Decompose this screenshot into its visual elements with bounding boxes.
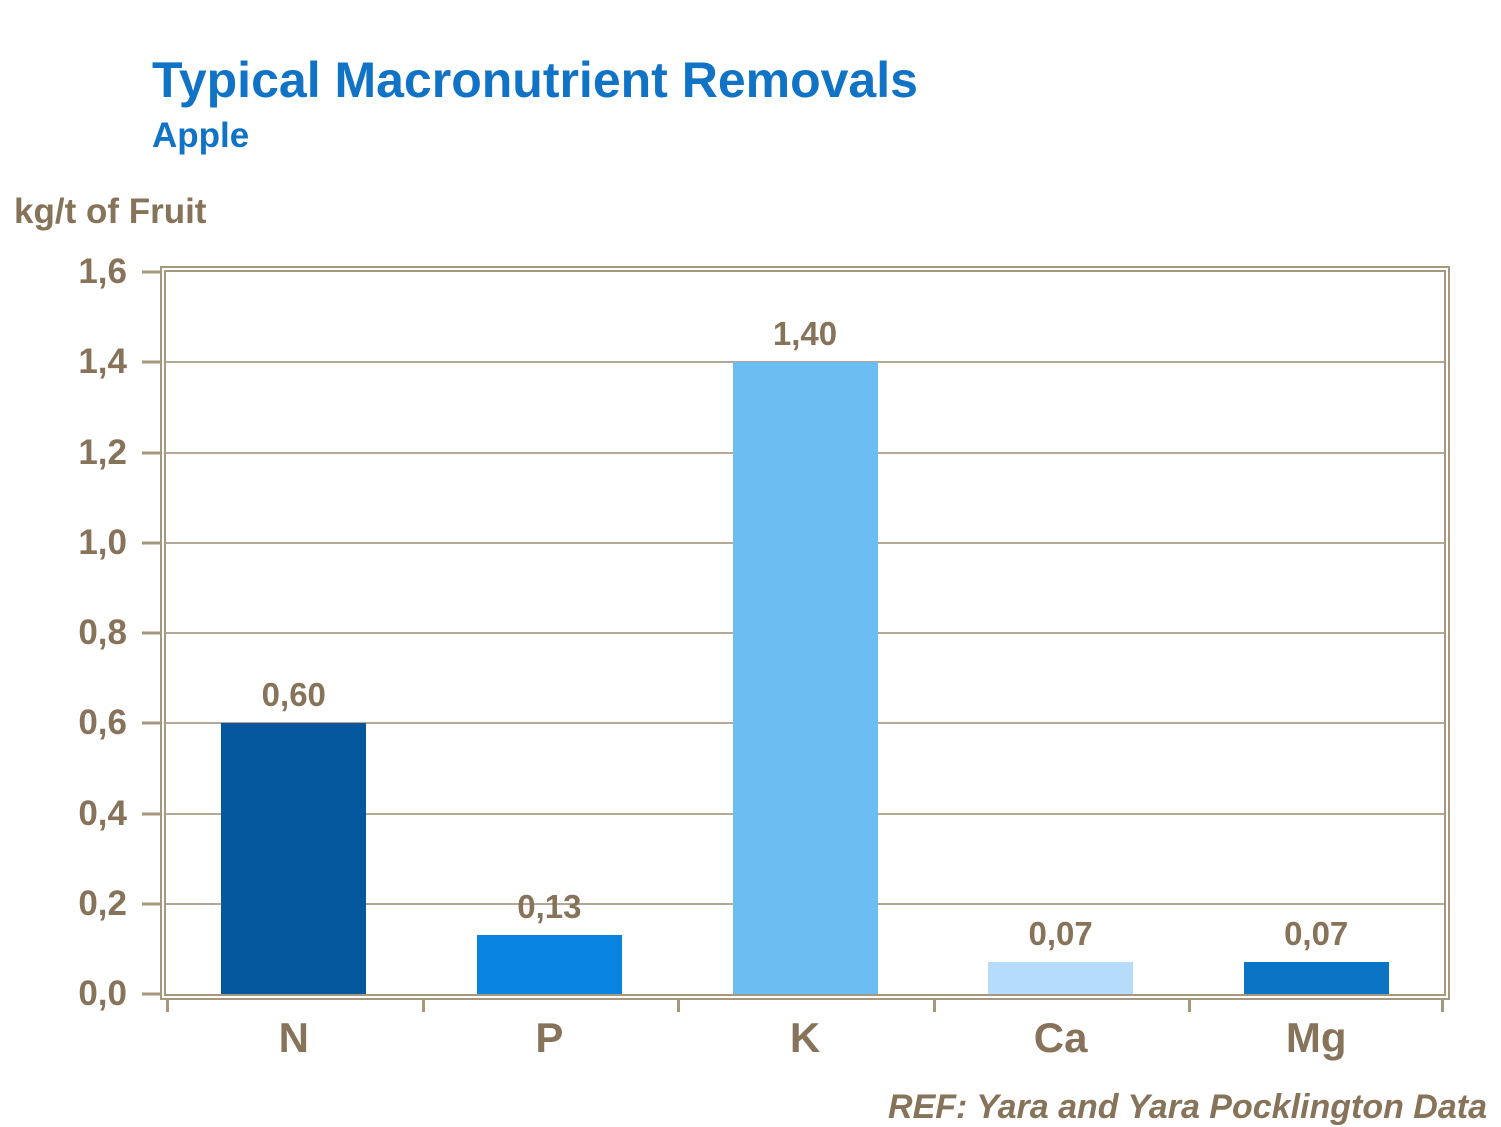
- y-tick-mark: [142, 992, 160, 996]
- y-tick-label: 0,0: [78, 974, 127, 1013]
- bar-value-label: 0,60: [261, 676, 326, 714]
- y-tick-mark: [142, 360, 160, 364]
- x-tick-mark: [421, 999, 425, 1012]
- y-axis-title: kg/t of Fruit: [14, 192, 207, 231]
- bar-Ca: [988, 962, 1134, 994]
- x-tick-mark: [166, 999, 169, 1012]
- y-tick-label: 1,2: [78, 432, 127, 472]
- page-title: Typical Macronutrient Removals: [152, 52, 918, 108]
- plot-area: 0,60 0,13 1,40 0,07 0,07: [160, 266, 1450, 1000]
- page-subtitle: Apple: [152, 116, 250, 155]
- x-tick-mark: [932, 999, 936, 1012]
- bar-N: [221, 723, 367, 994]
- x-category-label-Ca: Ca: [1033, 1014, 1088, 1061]
- title-block: Typical Macronutrient Removals Apple: [152, 52, 918, 156]
- bar-K: [732, 362, 878, 994]
- x-category-label-N: N: [278, 1014, 309, 1061]
- x-tick-mark: [1188, 999, 1192, 1012]
- y-tick-label: 0,8: [78, 613, 127, 652]
- bar-value-label: 0,07: [1028, 915, 1093, 953]
- y-tick-label: 0,2: [78, 883, 127, 923]
- y-tick-label: 1,4: [78, 342, 127, 382]
- x-category-label-P: P: [535, 1014, 564, 1061]
- y-tick-mark: [142, 812, 160, 815]
- x-category-label-Mg: Mg: [1285, 1014, 1347, 1061]
- x-tick-mark: [677, 999, 681, 1012]
- x-category-label-K: K: [789, 1014, 821, 1061]
- y-tick-mark: [142, 541, 160, 545]
- y-tick-label: 0,6: [78, 703, 127, 743]
- y-tick-label: 1,0: [78, 522, 127, 562]
- y-tick-mark: [142, 451, 160, 454]
- bar-value-label: 1,40: [772, 315, 838, 353]
- y-tick-label: 1,6: [78, 252, 127, 291]
- y-tick-mark: [142, 270, 160, 274]
- reference-note: REF: Yara and Yara Pocklington Data: [888, 1088, 1487, 1126]
- bar-value-label: 0,07: [1284, 915, 1349, 953]
- y-tick-mark: [142, 721, 160, 725]
- x-tick-mark: [1441, 999, 1444, 1012]
- bar-value-label: 0,13: [517, 888, 582, 926]
- y-tick-mark: [142, 631, 160, 635]
- y-tick-label: 0,4: [78, 793, 127, 833]
- bar-P: [476, 935, 622, 994]
- bar-Mg: [1243, 962, 1389, 994]
- y-tick-mark: [142, 902, 160, 906]
